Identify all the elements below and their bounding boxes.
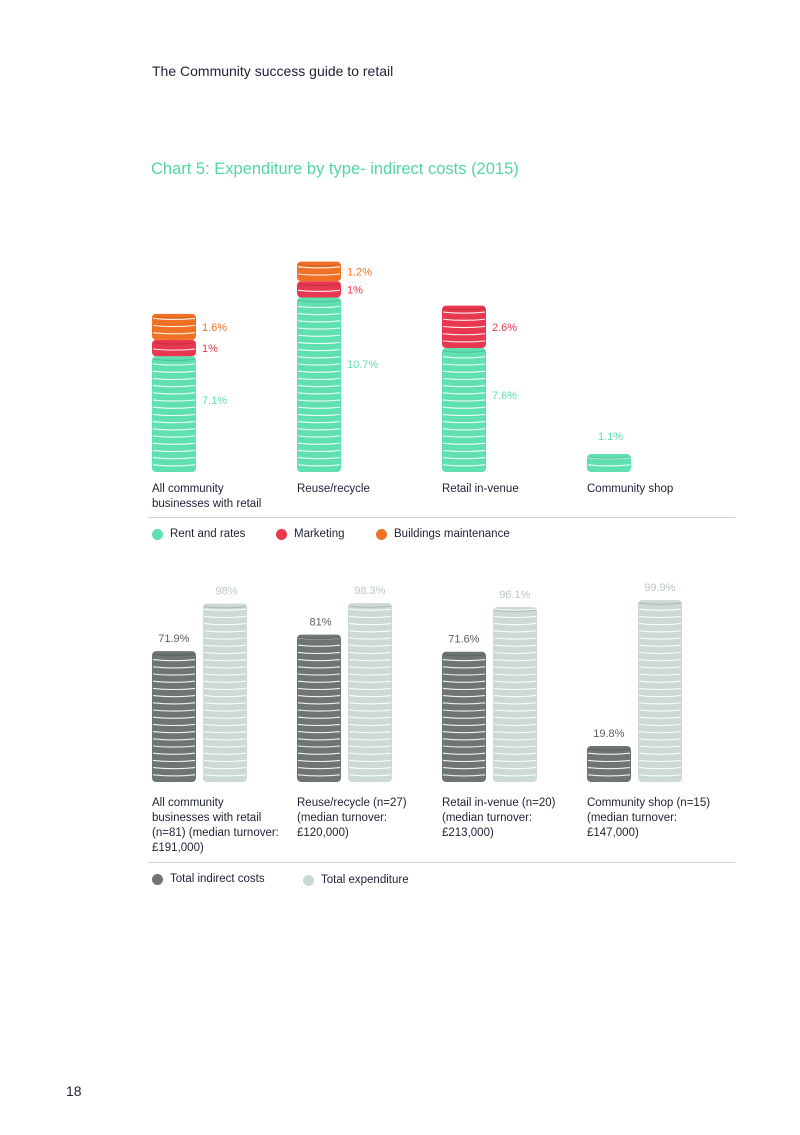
- chart2-divider: [148, 862, 735, 863]
- bar-2-1: [297, 261, 341, 282]
- legend-swatch-rent: [152, 528, 163, 540]
- chart2-category-label-1: Reuse/recycle (n=27) (median turnover: £…: [297, 796, 407, 841]
- category-label-line: All community: [152, 483, 224, 495]
- category-label-line: (median turnover:: [587, 812, 678, 824]
- data-label-0-1: 10.7%: [347, 359, 378, 371]
- category-label-line: Retail in-venue (n=20): [442, 797, 556, 809]
- chart-title: Chart 5: Expenditure by type- indirect c…: [151, 160, 519, 178]
- page-header-title: The Community success guide to retail: [152, 63, 394, 79]
- indirect-vs-total-expenditure-chart: 71.9% 98% 81% 98.3% 71.6% 96.1% 19.8% 99.9%: [152, 582, 682, 782]
- chart1-category-label-2: Retail in-venue: [442, 482, 519, 497]
- legend-label: Total expenditure: [321, 874, 409, 886]
- data-label-0-3: 1.1%: [598, 431, 623, 443]
- category-label-line: Retail in-venue: [442, 483, 519, 495]
- category-label-line: (n=81) (median turnover:: [152, 827, 279, 839]
- data-label-1-1: 1%: [347, 284, 363, 296]
- category-label-line: Community shop (n=15): [587, 797, 711, 809]
- legend-swatch-buildings: [376, 528, 387, 540]
- data-label-0-2: 7.6%: [492, 390, 517, 402]
- legend-label: Buildings maintenance: [394, 528, 510, 540]
- chart1-divider: [148, 517, 735, 518]
- chart1-category-label-1: Reuse/recycle: [297, 482, 370, 497]
- category-label-line: (median turnover:: [442, 812, 533, 824]
- data-label-2-0: 1.6%: [202, 322, 227, 334]
- category-label-line: All community: [152, 797, 224, 809]
- bar-0-3: [587, 454, 631, 472]
- category-label-line: Reuse/recycle (n=27): [297, 797, 407, 809]
- data-label2-1-3: 99.9%: [644, 582, 675, 594]
- bar2-1-1: [348, 603, 392, 782]
- legend-swatch-total: [303, 874, 314, 886]
- bar2-1-2: [493, 607, 537, 782]
- chart2-category-label-2: Retail in-venue (n=20) (median turnover:…: [442, 796, 555, 841]
- data-label2-0-1: 81%: [310, 617, 332, 629]
- expenditure-by-type-chart: 7.1% 1% 1.6% 10.7% 1% 1.2% 7.6% 2.6% 1.1%: [152, 261, 631, 472]
- category-label-line: Reuse/recycle: [297, 483, 370, 495]
- legend-swatch-indirect: [152, 873, 163, 885]
- data-label-1-0: 1%: [202, 343, 218, 355]
- category-label-line: £147,000): [587, 827, 639, 839]
- bar-0-1: [297, 297, 341, 472]
- category-label-line: £191,000): [152, 842, 204, 854]
- bar2-0-2: [442, 651, 486, 782]
- legend-total-expenditure: Total expenditure: [303, 874, 409, 886]
- page-number: 18: [66, 1083, 82, 1099]
- bar2-0-1: [297, 634, 341, 782]
- bar2-0-0: [152, 651, 196, 782]
- chart2-category-label-3: Community shop (n=15) (median turnover: …: [587, 796, 710, 841]
- category-label-line: Community shop: [587, 483, 674, 495]
- bar2-1-0: [203, 603, 247, 782]
- legend-swatch-marketing: [276, 528, 287, 540]
- bar-0-0: [152, 356, 196, 472]
- bar-1-2: [442, 305, 486, 349]
- chart1-category-label-3: Community shop: [587, 482, 673, 497]
- bar-1-0: [152, 339, 196, 357]
- category-label-line: £120,000): [297, 827, 349, 839]
- data-label2-1-1: 98.3%: [354, 585, 385, 597]
- data-label2-1-0: 98%: [216, 586, 238, 598]
- category-label-line: businesses with retail: [152, 498, 262, 510]
- legend-label: Rent and rates: [170, 528, 246, 540]
- chart2-category-label-0: All community businesses with retail (n=…: [152, 796, 279, 856]
- bar-2-0: [152, 313, 196, 340]
- legend-label: Total indirect costs: [170, 873, 265, 885]
- category-label-line: (median turnover:: [297, 812, 388, 824]
- chart1-category-label-0: All community businesses with retail: [152, 482, 261, 512]
- data-label2-0-2: 71.6%: [448, 634, 479, 646]
- legend-rent-and-rates: Rent and rates: [152, 528, 245, 540]
- category-label-line: £213,000): [442, 827, 494, 839]
- legend-label: Marketing: [294, 528, 345, 540]
- data-label2-0-3: 19.8%: [593, 728, 624, 740]
- bar2-0-3: [587, 745, 631, 782]
- data-label2-0-0: 71.9%: [158, 633, 189, 645]
- data-label-2-1: 1.2%: [347, 266, 372, 278]
- legend-total-indirect-costs: Total indirect costs: [152, 873, 265, 885]
- category-label-line: businesses with retail: [152, 812, 262, 824]
- data-label2-1-2: 96.1%: [499, 589, 530, 601]
- data-label-0-0: 7.1%: [202, 395, 227, 407]
- legend-marketing: Marketing: [276, 528, 345, 540]
- legend-buildings-maintenance: Buildings maintenance: [376, 528, 510, 540]
- bar-1-1: [297, 281, 341, 298]
- data-label-1-2: 2.6%: [492, 322, 517, 334]
- bar2-1-3: [638, 600, 682, 782]
- bar-0-2: [442, 348, 486, 472]
